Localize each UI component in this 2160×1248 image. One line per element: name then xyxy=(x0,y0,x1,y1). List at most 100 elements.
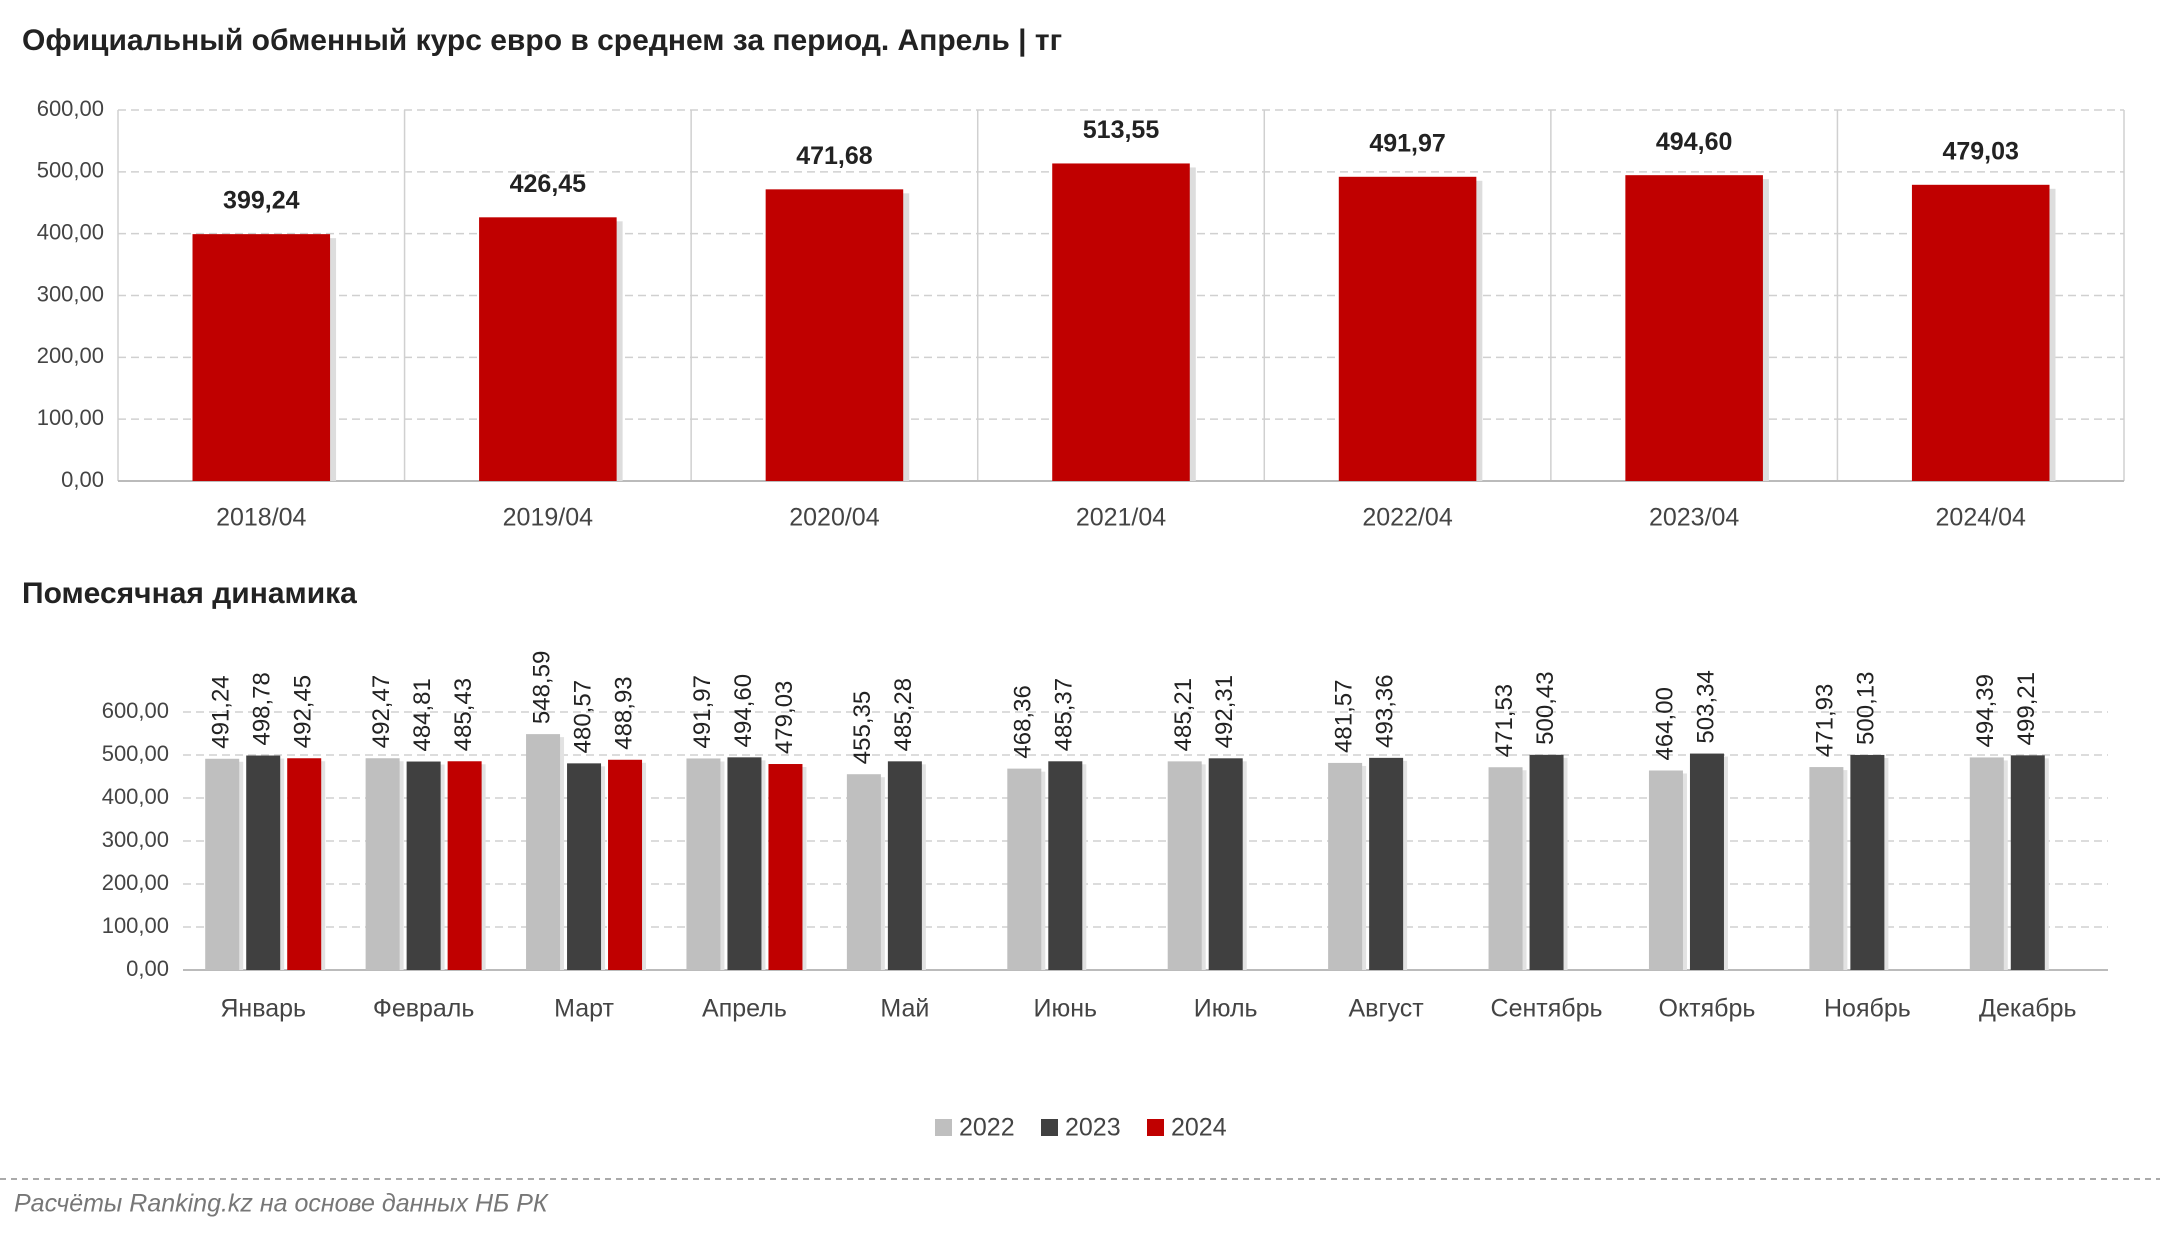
x-tick-label: 2024/04 xyxy=(1936,504,2026,532)
y-tick-label: 500,00 xyxy=(37,158,104,183)
data-label: 399,24 xyxy=(223,187,300,215)
x-tick-label: 2023/04 xyxy=(1649,504,1739,532)
y-tick-label: 200,00 xyxy=(102,870,169,895)
legend-label: 2023 xyxy=(1065,1114,1121,1142)
data-label: 493,36 xyxy=(1371,674,1398,747)
legend-swatch xyxy=(935,1119,952,1136)
data-label: 464,00 xyxy=(1651,687,1678,760)
data-label: 513,55 xyxy=(1083,116,1160,144)
y-tick-label: 300,00 xyxy=(37,281,104,306)
legend-swatch xyxy=(1147,1119,1164,1136)
bar xyxy=(1689,753,1724,970)
x-tick-label: Апрель xyxy=(702,995,787,1023)
bar xyxy=(479,217,617,481)
data-label: 494,39 xyxy=(1972,674,1999,747)
y-tick-label: 200,00 xyxy=(37,343,104,368)
bar xyxy=(1911,184,2050,481)
bar xyxy=(727,757,762,970)
data-label: 485,37 xyxy=(1051,678,1078,751)
data-label: 471,68 xyxy=(796,142,873,170)
x-tick-label: 2020/04 xyxy=(789,504,879,532)
data-label: 499,21 xyxy=(2013,672,2040,745)
bar xyxy=(686,758,721,970)
x-tick-label: Май xyxy=(880,995,929,1023)
data-label: 488,93 xyxy=(610,676,637,749)
data-label: 485,43 xyxy=(450,678,477,751)
data-label: 494,60 xyxy=(1656,128,1732,156)
data-label: 481,57 xyxy=(1330,680,1357,753)
x-tick-label: Октябрь xyxy=(1659,995,1756,1023)
bar xyxy=(887,761,922,970)
bar xyxy=(205,758,240,970)
bar xyxy=(1167,761,1202,970)
bar xyxy=(765,189,904,481)
bar xyxy=(1052,163,1190,482)
x-tick-label: Август xyxy=(1349,995,1425,1023)
y-tick-label: 100,00 xyxy=(102,913,169,938)
chart-title: Официальный обменный курс евро в среднем… xyxy=(22,24,1062,57)
x-tick-label: Ноябрь xyxy=(1824,995,1911,1023)
x-tick-label: Июль xyxy=(1194,995,1258,1023)
bar xyxy=(192,234,331,481)
data-label: 548,59 xyxy=(528,651,555,724)
data-label: 491,24 xyxy=(208,675,235,748)
data-label: 491,97 xyxy=(689,675,716,748)
y-tick-label: 100,00 xyxy=(37,405,104,430)
bar xyxy=(1648,770,1683,970)
bar xyxy=(768,764,803,970)
bar xyxy=(1338,176,1477,481)
source-note: Расчёты Ranking.kz на основе данных НБ Р… xyxy=(14,1190,549,1218)
data-label: 492,31 xyxy=(1211,675,1238,748)
data-label: 471,53 xyxy=(1491,684,1518,757)
y-tick-label: 400,00 xyxy=(102,784,169,809)
data-label: 480,57 xyxy=(569,680,596,753)
bar xyxy=(2010,755,2045,970)
x-tick-label: 2021/04 xyxy=(1076,504,1166,532)
bar xyxy=(365,758,400,970)
bar xyxy=(447,761,482,970)
x-tick-label: 2019/04 xyxy=(503,504,593,532)
x-tick-label: Январь xyxy=(220,995,306,1023)
data-label: 455,35 xyxy=(849,691,876,764)
y-tick-label: 0,00 xyxy=(126,956,169,981)
legend-label: 2022 xyxy=(959,1114,1015,1142)
y-tick-label: 600,00 xyxy=(37,96,104,121)
data-label: 484,81 xyxy=(409,678,436,751)
bar xyxy=(1208,758,1243,970)
bar xyxy=(1048,761,1083,970)
chart-title: Помесячная динамика xyxy=(22,577,357,610)
x-tick-label: 2018/04 xyxy=(216,504,306,532)
bar xyxy=(406,761,441,970)
bar xyxy=(1850,754,1885,970)
x-tick-label: Март xyxy=(554,995,614,1023)
y-tick-label: 600,00 xyxy=(102,698,169,723)
data-label: 492,45 xyxy=(290,675,317,748)
bar xyxy=(287,758,322,970)
data-label: 492,47 xyxy=(368,675,395,748)
x-tick-label: Сентябрь xyxy=(1491,995,1603,1023)
data-label: 468,36 xyxy=(1010,685,1037,758)
y-tick-label: 300,00 xyxy=(102,827,169,852)
data-label: 485,28 xyxy=(890,678,917,751)
y-tick-label: 0,00 xyxy=(61,467,104,492)
bar xyxy=(1007,768,1042,970)
bar xyxy=(567,763,602,970)
data-label: 426,45 xyxy=(510,170,587,198)
bar xyxy=(1488,767,1523,970)
legend-label: 2024 xyxy=(1171,1114,1227,1142)
bar xyxy=(1625,175,1763,481)
data-label: 498,78 xyxy=(249,672,276,745)
data-label: 500,13 xyxy=(1853,672,1880,745)
bar xyxy=(246,755,281,970)
data-label: 491,97 xyxy=(1369,129,1445,157)
bar xyxy=(1969,757,2004,970)
bar xyxy=(608,759,643,970)
bar xyxy=(1369,757,1404,970)
data-label: 479,03 xyxy=(771,681,798,754)
bar xyxy=(846,774,881,970)
bar xyxy=(1529,754,1564,970)
x-tick-label: Декабрь xyxy=(1979,995,2076,1023)
data-label: 485,21 xyxy=(1170,678,1197,751)
bar xyxy=(526,734,561,970)
